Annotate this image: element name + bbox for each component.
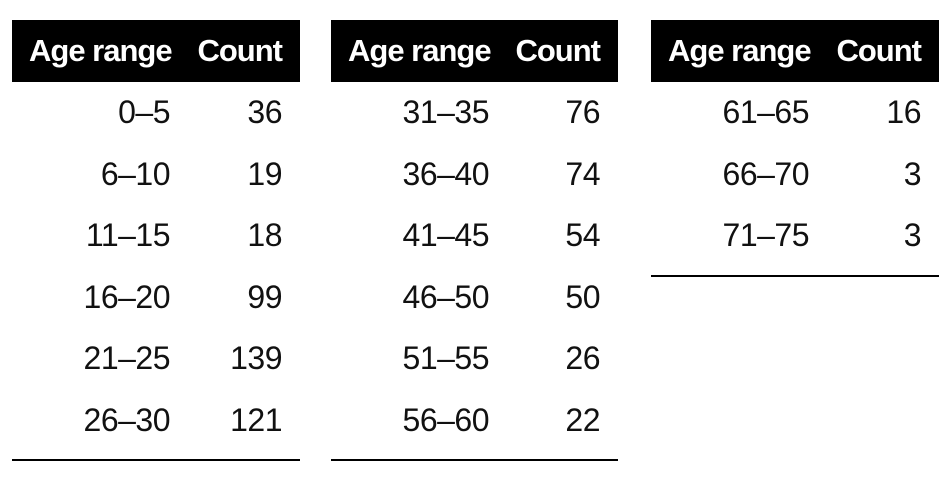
count-cell: 74 [565,155,600,192]
header-age-range: Age range [668,33,812,68]
table-row: 51–55 26 [331,328,618,390]
age-range-cell: 0–5 [118,94,170,131]
age-range-cell: 36–40 [402,155,490,192]
count-cell: 50 [565,278,600,315]
header-count: Count [197,33,283,68]
count-cell: 139 [230,340,282,377]
header-count: Count [515,33,601,68]
table-row: 56–60 22 [331,390,618,452]
table-header-row: Age range Count [12,20,300,82]
age-range-cell: 56–60 [402,401,490,438]
table-row: 66–70 3 [651,144,939,206]
age-range-cell: 46–50 [402,278,490,315]
table-row: 31–35 76 [331,82,618,144]
count-cell: 121 [230,401,282,438]
count-cell: 22 [565,401,600,438]
age-range-cell: 66–70 [722,155,810,192]
table-row: 0–5 36 [12,82,300,144]
table-row: 26–30 121 [12,390,300,452]
count-cell: 76 [565,94,600,131]
table-header-row: Age range Count [651,20,939,82]
table-row: 11–15 18 [12,205,300,267]
table-row: 46–50 50 [331,267,618,329]
count-cell: 26 [565,340,600,377]
table-bottom-rule [12,459,300,461]
count-cell: 3 [903,217,922,254]
table-row: 41–45 54 [331,205,618,267]
table-row: 16–20 99 [12,267,300,329]
age-range-cell: 41–45 [402,217,490,254]
table-header-row: Age range Count [331,20,618,82]
count-cell: 18 [247,217,282,254]
count-cell: 3 [903,155,922,192]
table-row: 21–25 139 [12,328,300,390]
table-row: 36–40 74 [331,144,618,206]
age-range-cell: 11–15 [85,217,171,254]
table-bottom-rule [331,459,618,461]
header-count: Count [836,33,922,68]
count-cell: 16 [886,94,921,131]
table-row: 61–65 16 [651,82,939,144]
age-range-cell: 26–30 [83,401,171,438]
count-cell: 99 [247,278,282,315]
age-range-cell: 71–75 [722,217,810,254]
count-cell: 19 [247,155,282,192]
age-count-table-1: Age range Count 0–5 36 6–10 19 11–15 18 … [12,20,300,461]
age-range-cell: 31–35 [402,94,490,131]
count-cell: 36 [247,94,282,131]
count-cell: 54 [565,217,600,254]
age-count-table-2: Age range Count 31–35 76 36–40 74 41–45 … [331,20,618,461]
age-range-cell: 21–25 [83,340,171,377]
table-row: 6–10 19 [12,144,300,206]
table-row: 71–75 3 [651,205,939,267]
age-range-cell: 6–10 [100,155,171,192]
age-range-cell: 16–20 [83,278,171,315]
header-age-range: Age range [348,33,492,68]
age-range-cell: 61–65 [722,94,810,131]
header-age-range: Age range [29,33,173,68]
table-bottom-rule [651,274,939,277]
age-count-table-3: Age range Count 61–65 16 66–70 3 71–75 3 [651,20,939,277]
age-range-cell: 51–55 [402,340,490,377]
